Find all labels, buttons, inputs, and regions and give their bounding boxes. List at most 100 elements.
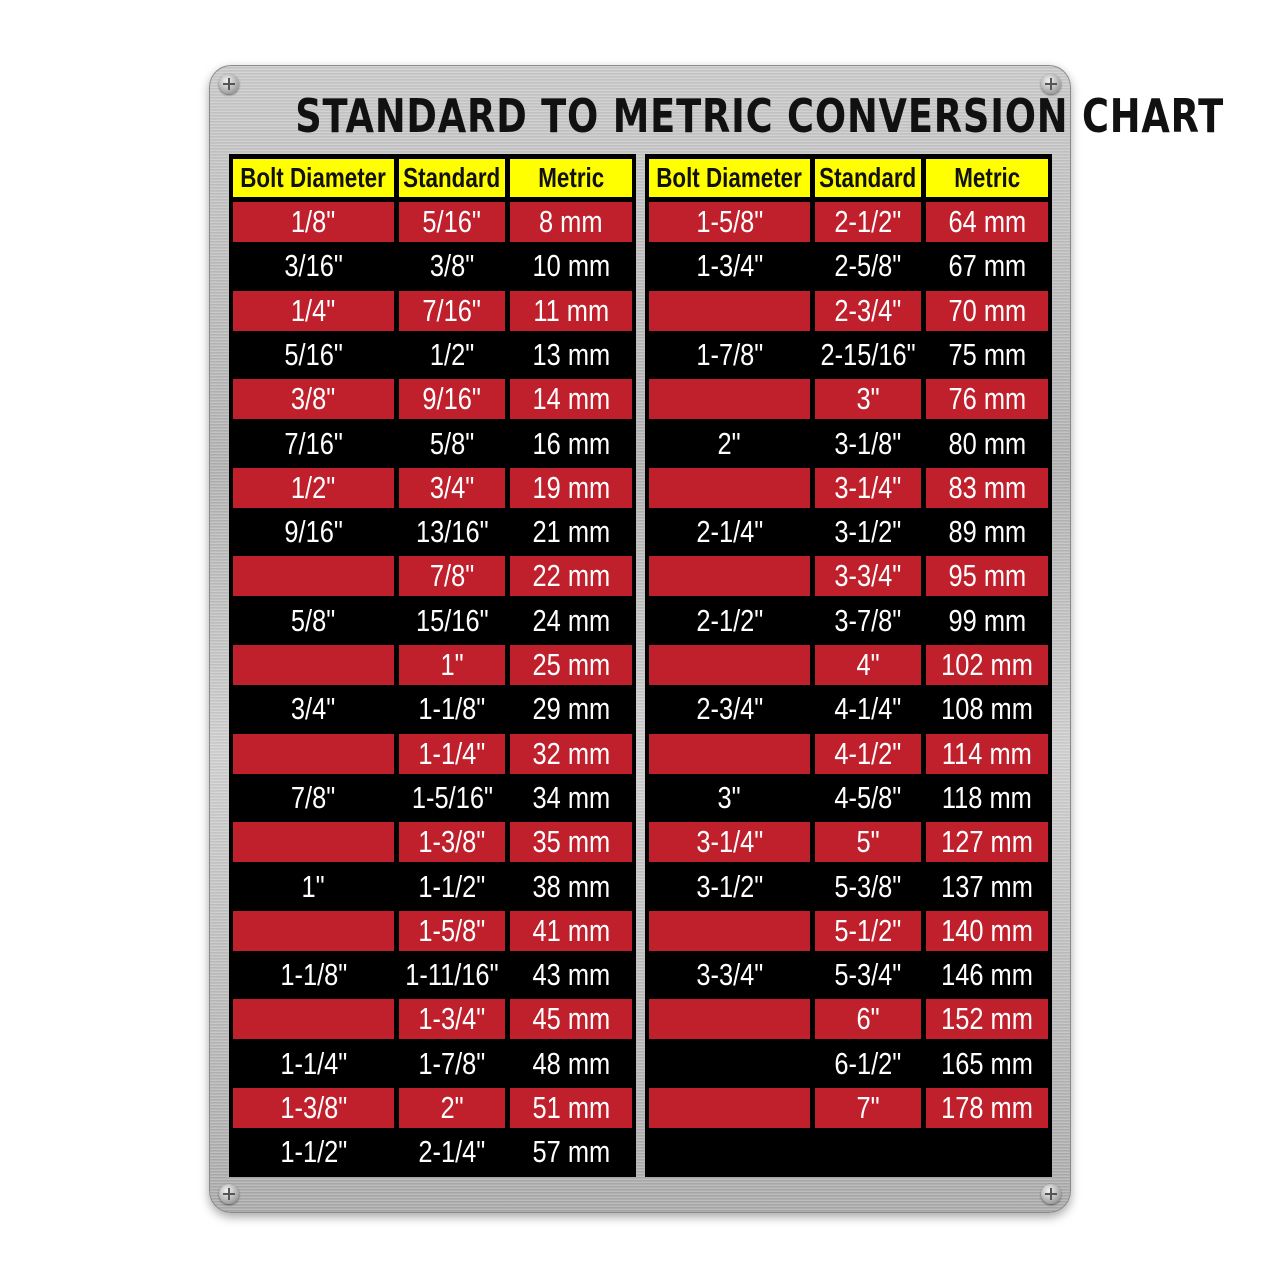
- table-cell-bolt-diameter: [233, 556, 394, 596]
- table-cell-standard: 9/16": [399, 379, 505, 419]
- column-header-label: Bolt Diameter: [240, 162, 387, 193]
- table-cell-bolt-diameter: 1-5/8": [649, 202, 810, 242]
- table-cell-standard: 3-3/4": [815, 556, 921, 596]
- table-cell-metric: 38 mm: [510, 867, 632, 907]
- table-cell-value: 1-5/8": [418, 913, 486, 948]
- table-cell-standard: 1-1/8": [399, 689, 505, 729]
- table-cell-value: 8 mm: [539, 204, 603, 239]
- table-cell-metric: 64 mm: [926, 202, 1048, 242]
- column-header-bolt-diameter: Bolt Diameter: [649, 159, 810, 197]
- table-cell-value: 48 mm: [532, 1046, 610, 1081]
- column-header-standard: Standard: [815, 159, 921, 197]
- table-cell-value: 45 mm: [532, 1001, 610, 1036]
- table-cell-standard: 1-5/8": [399, 911, 505, 951]
- table-cell-bolt-diameter: 2-1/4": [649, 512, 810, 552]
- table-cell-value: 165 mm: [941, 1046, 1033, 1081]
- table-cell-value: 7/16": [422, 293, 482, 328]
- table-cell-bolt-diameter: 5/16": [233, 335, 394, 375]
- table-cell-standard: 1-5/16": [399, 778, 505, 818]
- table-cell-metric: 114 mm: [926, 734, 1048, 774]
- table-cell-bolt-diameter: 7/8": [233, 778, 394, 818]
- table-cell-bolt-diameter: 1": [233, 867, 394, 907]
- table-cell-standard: 3-1/2": [815, 512, 921, 552]
- table-cell-bolt-diameter: [649, 645, 810, 685]
- table-cell-bolt-diameter: 1-3/4": [649, 246, 810, 286]
- table-cell-value: 152 mm: [941, 1001, 1033, 1036]
- table-cell-value: 1-1/2": [418, 869, 486, 904]
- table-cell-value: 1-3/4": [696, 248, 763, 283]
- screw-top-right-icon: [1041, 74, 1061, 94]
- table-cell-bolt-diameter: 3/16": [233, 246, 394, 286]
- table-cell-value: 3-1/4": [696, 824, 763, 859]
- table-cell-value: 7/8": [429, 558, 475, 593]
- table-cell-bolt-diameter: 1/8": [233, 202, 394, 242]
- table-cell-metric: 75 mm: [926, 335, 1048, 375]
- table-cell-value: 6-1/2": [834, 1046, 902, 1081]
- table-cell-value: 1-3/4": [418, 1001, 486, 1036]
- table-cell-value: 24 mm: [532, 603, 610, 638]
- table-cell-metric: 8 mm: [510, 202, 632, 242]
- table-cell-standard: 5/8": [399, 424, 505, 464]
- table-cell-value: 146 mm: [941, 957, 1033, 992]
- table-cell-value: 34 mm: [532, 780, 610, 815]
- table-cell-bolt-diameter: 1-3/8": [233, 1088, 394, 1128]
- table-cell-value: 10 mm: [532, 248, 610, 283]
- table-cell-value: 1-7/8": [418, 1046, 486, 1081]
- table-cell-value: 64 mm: [948, 204, 1026, 239]
- table-cell-metric: 14 mm: [510, 379, 632, 419]
- table-cell-value: 5/16": [422, 204, 482, 239]
- column-header-label: Standard: [403, 162, 501, 193]
- table-cell-bolt-diameter: [649, 734, 810, 774]
- table-cell-metric: 178 mm: [926, 1088, 1048, 1128]
- table-cell-metric: 89 mm: [926, 512, 1048, 552]
- table-cell-value: 14 mm: [532, 381, 610, 416]
- table-cell-value: 1-1/2": [280, 1134, 347, 1169]
- table-cell-value: 1-1/4": [280, 1046, 347, 1081]
- table-cell-standard: 5": [815, 822, 921, 862]
- table-cell-metric: 67 mm: [926, 246, 1048, 286]
- table-cell-bolt-diameter: [233, 822, 394, 862]
- table-cell-value: 4": [856, 647, 880, 682]
- table-cell-metric: 24 mm: [510, 601, 632, 641]
- table-cell-value: 178 mm: [941, 1090, 1033, 1125]
- table-cell-metric: 22 mm: [510, 556, 632, 596]
- table-cell-value: 21 mm: [532, 514, 610, 549]
- table-cell-value: 2-1/2": [696, 603, 763, 638]
- table-cell-value: 3-3/4": [696, 957, 763, 992]
- table-cell-metric: 80 mm: [926, 424, 1048, 464]
- table-cell-standard: 1-1/4": [399, 734, 505, 774]
- table-cell-value: 108 mm: [941, 691, 1033, 726]
- table-cell-bolt-diameter: [233, 999, 394, 1039]
- table-cell-bolt-diameter: [649, 556, 810, 596]
- table-cell-metric: 10 mm: [510, 246, 632, 286]
- table-cell-value: 137 mm: [941, 869, 1033, 904]
- table-cell-bolt-diameter: 2-1/2": [649, 601, 810, 641]
- table-cell-value: 2-1/4": [696, 514, 763, 549]
- table-cell-value: 4-1/2": [834, 736, 902, 771]
- screw-bottom-right-icon: [1041, 1184, 1061, 1204]
- table-cell-standard: 5/16": [399, 202, 505, 242]
- table-cell-metric: 35 mm: [510, 822, 632, 862]
- table-cell-value: 41 mm: [532, 913, 610, 948]
- table-cell-value: 9/16": [422, 381, 482, 416]
- table-cell-value: 5-3/8": [834, 869, 902, 904]
- table-cell-value: 1": [440, 647, 464, 682]
- table-cell-bolt-diameter: 1-1/2": [233, 1132, 394, 1172]
- column-header-standard: Standard: [399, 159, 505, 197]
- table-cell-standard: 3-7/8": [815, 601, 921, 641]
- table-cell-value: 3-1/2": [696, 869, 763, 904]
- table-cell-value: 1/4": [291, 293, 336, 328]
- table-cell-value: 75 mm: [948, 337, 1026, 372]
- table-cell-metric: 34 mm: [510, 778, 632, 818]
- table-cell-standard: 1": [399, 645, 505, 685]
- table-cell-value: 38 mm: [532, 869, 610, 904]
- table-cell-metric: 95 mm: [926, 556, 1048, 596]
- table-cell-value: 7/8": [291, 780, 336, 815]
- table-cell-value: 2-15/16": [820, 337, 916, 372]
- table-cell-bolt-diameter: [649, 291, 810, 331]
- table-cell-metric: 19 mm: [510, 468, 632, 508]
- table-cell-value: 3/8": [429, 248, 475, 283]
- table-cell-standard: 2": [399, 1088, 505, 1128]
- table-cell-metric: 152 mm: [926, 999, 1048, 1039]
- table-cell-standard: 1-3/4": [399, 999, 505, 1039]
